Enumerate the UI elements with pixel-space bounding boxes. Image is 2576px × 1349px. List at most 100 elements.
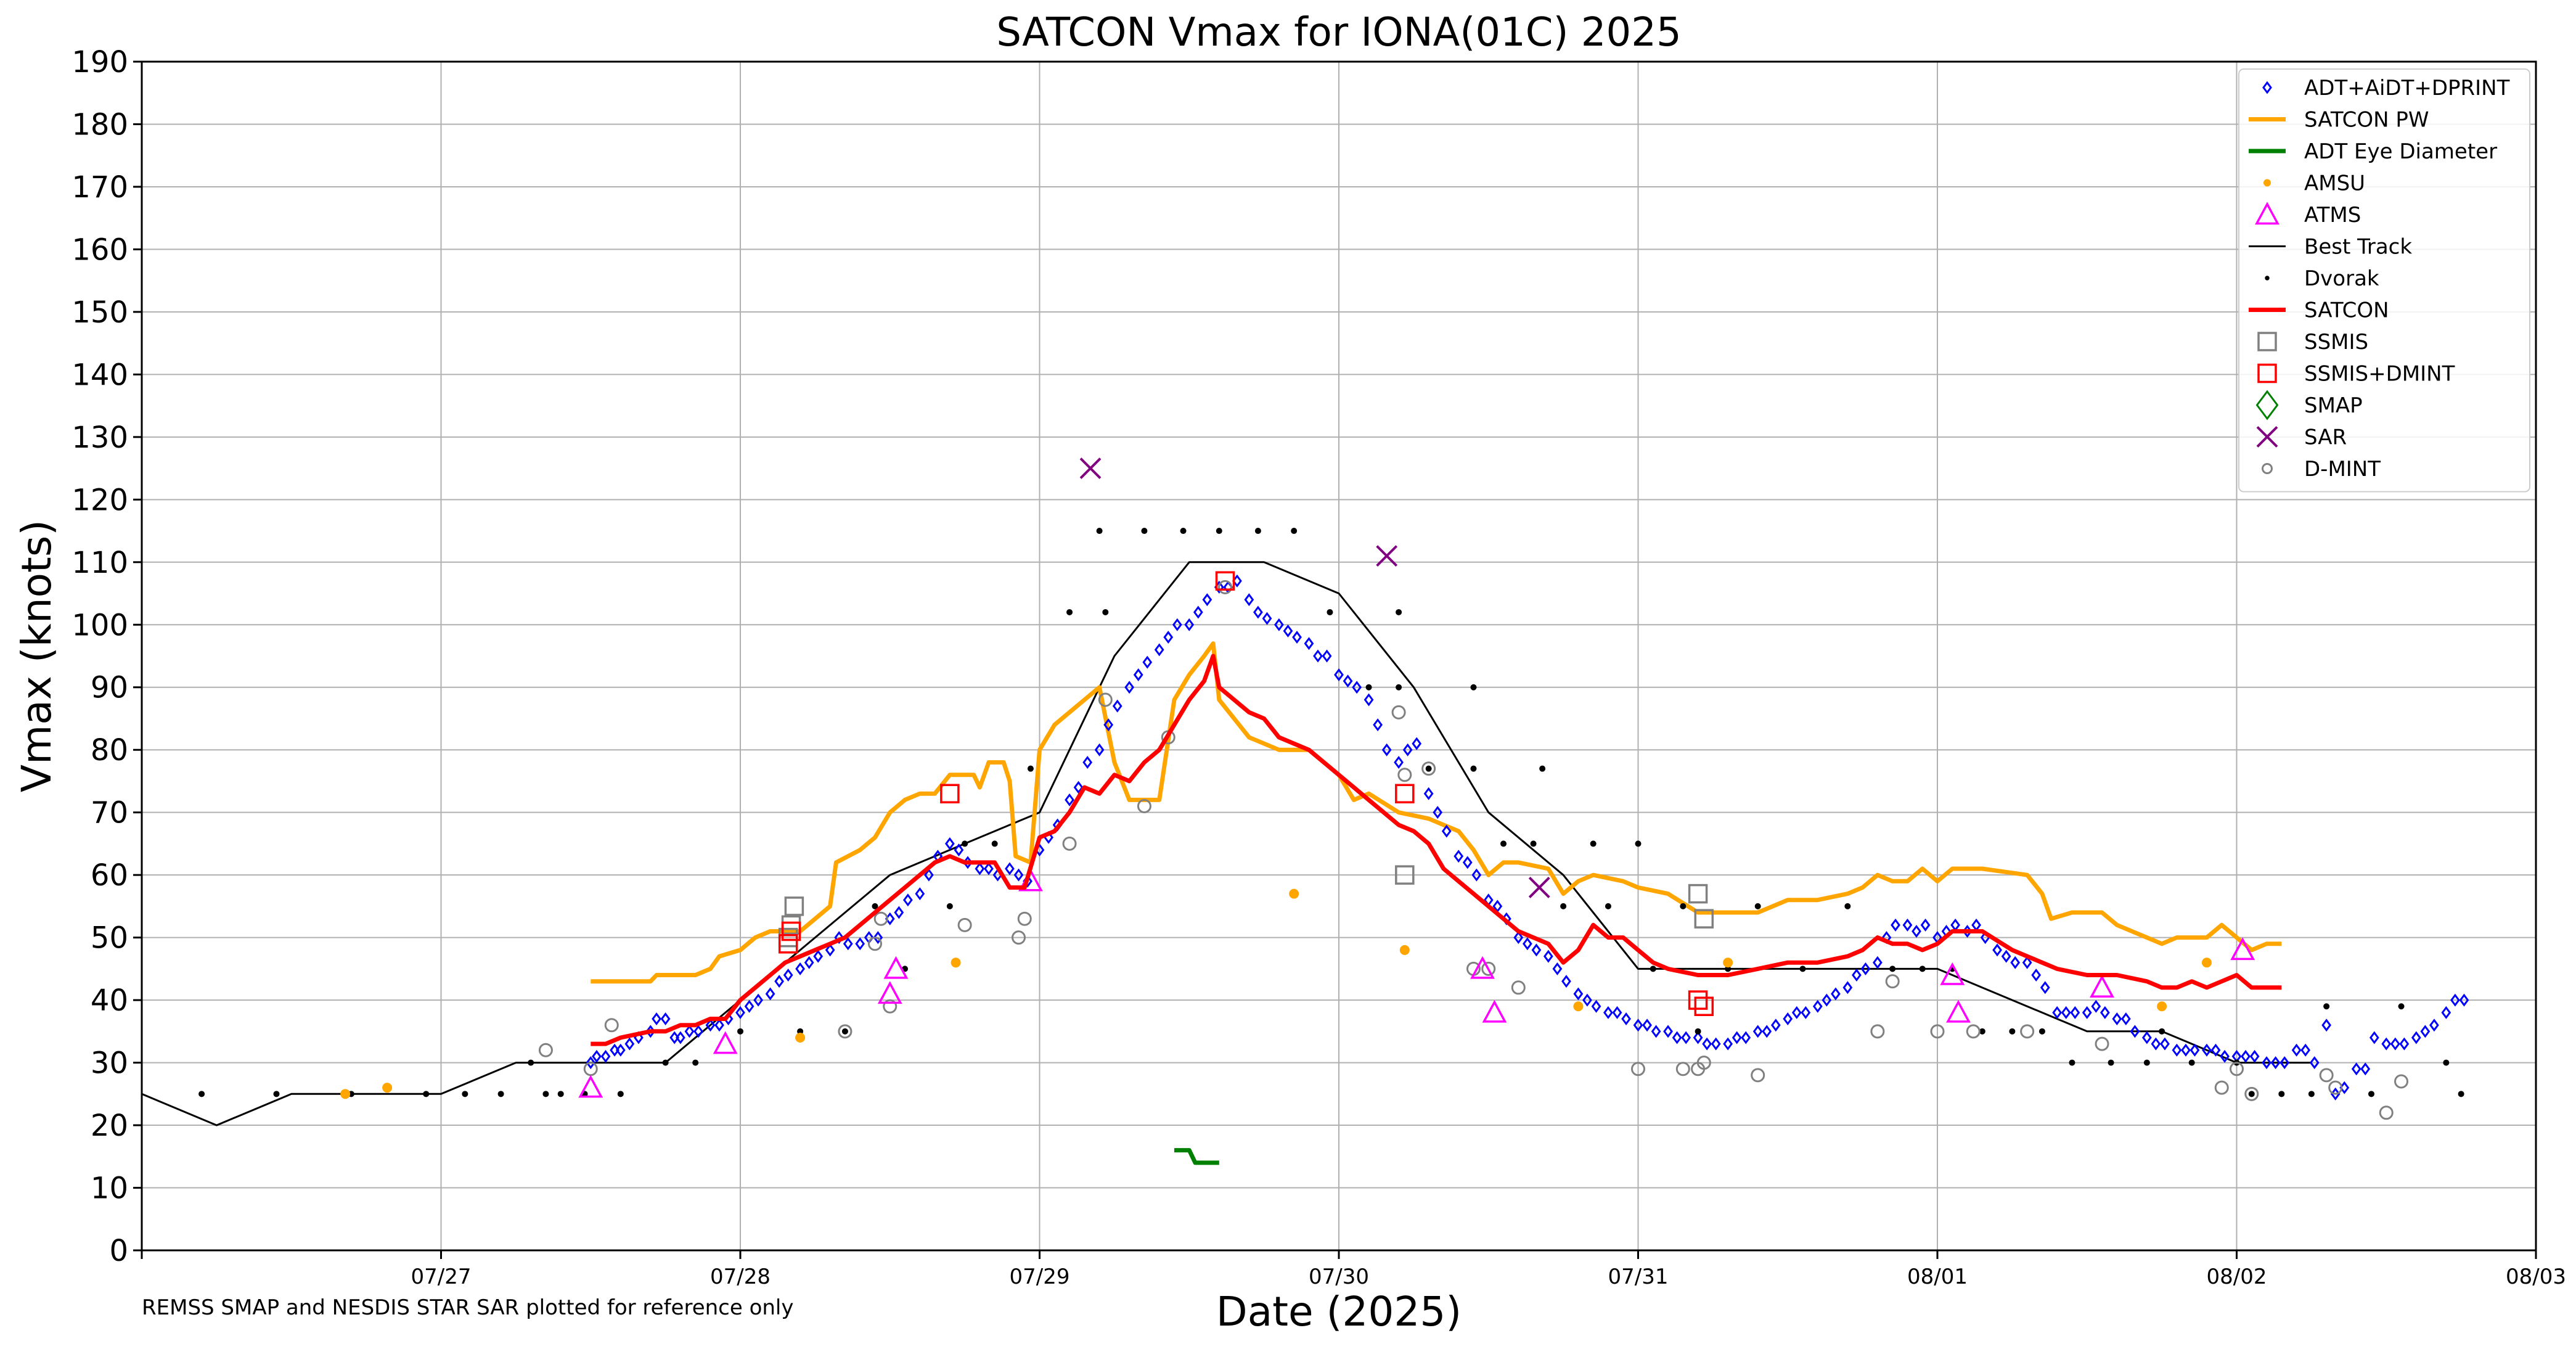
dvorak-marker <box>797 1028 804 1035</box>
adt-marker <box>2031 969 2042 982</box>
adt-marker <box>1364 693 1374 707</box>
adt-marker <box>2351 1062 2361 1076</box>
dmint-marker <box>1481 961 1496 976</box>
ssmisd-marker <box>1215 571 1235 591</box>
y-tick-label: 60 <box>91 858 128 893</box>
amsu-marker <box>1399 945 1410 955</box>
dvorak-marker <box>1605 903 1611 909</box>
dvorak-marker <box>872 903 878 909</box>
adt-marker <box>1812 999 1823 1013</box>
dmint-marker <box>1631 1062 1645 1076</box>
legend-marker-atms <box>2255 202 2280 225</box>
adt-marker <box>2300 1043 2311 1057</box>
y-tick-label: 40 <box>91 983 128 1018</box>
dmint-marker <box>2095 1036 2109 1051</box>
legend-entry-satconpw: SATCON PW <box>2249 108 2429 133</box>
adt-marker <box>795 962 805 975</box>
dvorak-marker <box>737 1028 743 1035</box>
adt-marker <box>2120 1012 2131 1026</box>
dvorak-marker <box>1396 609 1402 615</box>
adt-marker <box>2429 1019 2439 1032</box>
y-tick-label: 180 <box>72 107 128 142</box>
adt-marker <box>1651 1025 1661 1038</box>
legend-marker-smap <box>2255 390 2279 420</box>
legend-entry-dvorak: Dvorak <box>2265 266 2379 291</box>
dvorak-series <box>198 528 2464 1097</box>
legend: ADT+AiDT+DPRINT SATCON PW ADT Eye Diameter… <box>2238 68 2530 493</box>
adt-marker <box>1920 918 1931 932</box>
y-tick-label: 70 <box>91 796 128 830</box>
adt-marker <box>1783 1012 1793 1026</box>
x-tick-label: 07/27 <box>411 1265 472 1289</box>
adt-marker <box>1322 649 1332 663</box>
dvorak-marker <box>2323 1003 2330 1010</box>
dvorak-marker <box>1096 528 1103 535</box>
legend-entry-satcon: SATCON <box>2249 298 2389 323</box>
dvorak-marker <box>2009 1028 2016 1035</box>
dvorak-marker <box>841 1028 848 1035</box>
adt-marker <box>2309 1056 2320 1070</box>
adt-marker <box>1642 1019 1652 1032</box>
adt-marker <box>1543 949 1553 963</box>
amsu-series <box>340 888 2212 1099</box>
adt-marker <box>1573 987 1584 1001</box>
adt-marker <box>1693 1031 1703 1044</box>
legend-label-sar: SAR <box>2304 425 2347 450</box>
y-tick-label: 90 <box>91 671 128 705</box>
adt-marker <box>2052 1006 2063 1019</box>
dvorak-marker <box>497 1091 504 1097</box>
legend-entry-eye: ADT Eye Diameter <box>2249 139 2497 164</box>
dvorak-marker <box>1396 684 1402 691</box>
dvorak-marker <box>1530 840 1537 847</box>
adt-marker <box>2160 1037 2170 1051</box>
adt-marker <box>975 862 985 875</box>
dvorak-marker <box>1141 528 1148 535</box>
legend-marker-dmint <box>2262 463 2273 474</box>
dmint-marker <box>1885 974 1900 989</box>
ssmis-marker <box>1694 909 1714 929</box>
adt-marker <box>1552 962 1563 975</box>
adt-marker <box>1741 1031 1751 1044</box>
adt-marker <box>1711 1037 1721 1051</box>
adt-marker <box>804 956 814 969</box>
dvorak-marker <box>273 1091 280 1097</box>
adt-marker <box>1752 1025 1763 1038</box>
adt-marker <box>2141 1031 2152 1044</box>
y-tick-label: 150 <box>72 295 128 330</box>
amsu-marker <box>1573 1001 1584 1012</box>
dvorak-marker <box>1500 840 1507 847</box>
x-tick-label: 08/02 <box>2207 1265 2267 1289</box>
adt-marker <box>600 1049 611 1063</box>
adt-marker <box>1274 618 1284 631</box>
dvorak-marker <box>1635 840 1642 847</box>
dvorak-marker <box>1680 903 1687 909</box>
adt-marker <box>586 1056 596 1070</box>
dmint-marker <box>2230 1062 2244 1076</box>
ssmisd-marker <box>778 934 798 954</box>
dmint-marker <box>2244 1086 2259 1101</box>
adt-marker <box>1124 681 1135 694</box>
dvorak-marker <box>962 840 968 847</box>
adt-marker <box>652 1012 661 1026</box>
atms-marker <box>883 956 909 979</box>
dvorak-marker <box>528 1059 534 1066</box>
adt-marker <box>1253 605 1263 619</box>
dmint-marker <box>1012 930 1026 945</box>
legend-entry-ssmisd: SSMIS+DMINT <box>2257 362 2455 387</box>
y-tick-label: 80 <box>91 733 128 768</box>
dmint-marker <box>1511 980 1526 995</box>
adt-marker <box>1094 743 1105 757</box>
dvorak-marker <box>991 840 998 847</box>
dvorak-marker <box>1844 903 1851 909</box>
ssmisd-marker <box>1688 990 1708 1010</box>
adt-marker <box>2369 1031 2379 1044</box>
dvorak-marker <box>1327 609 1333 615</box>
dvorak-marker <box>1979 1028 1985 1035</box>
dmint-marker <box>1391 705 1406 720</box>
adt-marker <box>954 843 964 857</box>
amsu-marker <box>795 1032 806 1043</box>
adt-marker <box>2420 1025 2431 1038</box>
adt-marker <box>1112 699 1122 713</box>
adt-marker <box>1462 856 1473 869</box>
y-tick-label: 10 <box>91 1171 128 1206</box>
